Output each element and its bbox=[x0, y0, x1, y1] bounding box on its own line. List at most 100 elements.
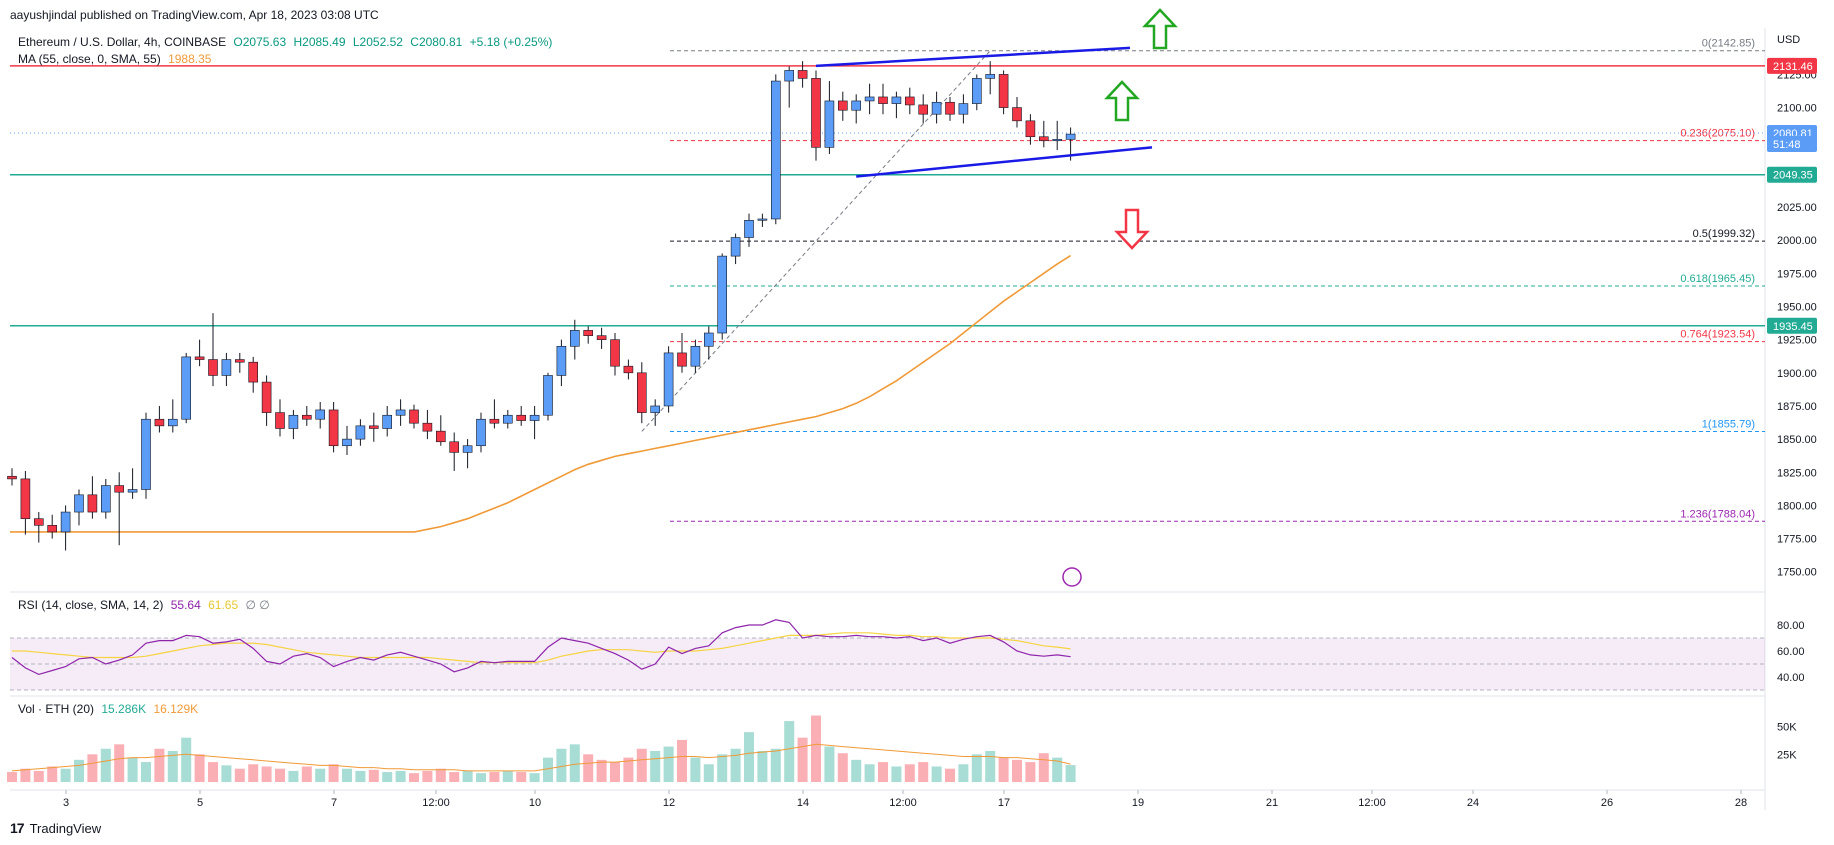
volume-bar bbox=[596, 759, 607, 782]
volume-bar bbox=[529, 773, 540, 782]
volume-bar bbox=[623, 757, 634, 782]
volume-bar bbox=[556, 748, 567, 782]
candle-body bbox=[127, 489, 138, 493]
volume-bar bbox=[811, 715, 821, 782]
volume-bar bbox=[1025, 762, 1036, 782]
rsi-extra: ∅ ∅ bbox=[245, 598, 270, 612]
volume-bar bbox=[382, 772, 393, 782]
candle-body bbox=[623, 365, 634, 374]
candle-body bbox=[181, 356, 191, 420]
volume-legend[interactable]: Vol · ETH (20) 15.286K 16.129K bbox=[18, 702, 202, 716]
candle-body bbox=[985, 74, 996, 79]
price-tick-label: 1925.00 bbox=[1777, 335, 1817, 347]
candle-body bbox=[1065, 133, 1076, 140]
time-tick-label: 7 bbox=[331, 797, 337, 809]
time-tick-label: 14 bbox=[797, 797, 809, 809]
time-tick-label: 12:00 bbox=[889, 797, 917, 809]
volume-bar bbox=[958, 764, 969, 782]
volume-bar bbox=[985, 750, 996, 782]
rsi-legend[interactable]: RSI (14, close, SMA, 14, 2) 55.64 61.65 … bbox=[18, 598, 274, 612]
candle-body bbox=[516, 414, 527, 421]
volume-bar bbox=[1012, 759, 1022, 782]
volume-bar bbox=[328, 764, 339, 782]
candle-body bbox=[435, 430, 446, 443]
candle-body bbox=[1012, 107, 1022, 122]
fib-level-label: 1.236(1788.04) bbox=[1680, 508, 1755, 520]
ohlc-low: L2052.52 bbox=[352, 35, 403, 49]
volume-bar bbox=[945, 768, 955, 782]
up-arrow-icon bbox=[1142, 8, 1178, 50]
candle-body bbox=[837, 100, 848, 111]
candle-body bbox=[7, 475, 17, 480]
volume-bar bbox=[502, 770, 513, 782]
volume-tick-label: 25K bbox=[1777, 749, 1797, 761]
tradingview-brand[interactable]: 17 TradingView bbox=[10, 820, 101, 836]
fib-level-label: 0(2142.85) bbox=[1702, 38, 1755, 50]
volume-bar bbox=[275, 768, 285, 782]
candle-body bbox=[60, 511, 71, 533]
price-tick-label: 1750.00 bbox=[1777, 567, 1817, 579]
candle-body bbox=[945, 101, 955, 115]
candle-body bbox=[315, 409, 326, 420]
candle-body bbox=[556, 345, 567, 376]
candle-body bbox=[931, 101, 942, 115]
rsi-label[interactable]: RSI (14, close, SMA, 14, 2) bbox=[18, 598, 164, 612]
candle-body bbox=[47, 525, 58, 533]
price-tick-label: 2100.00 bbox=[1777, 103, 1817, 115]
publisher-line: aayushjindal published on TradingView.co… bbox=[10, 8, 383, 22]
candle-body bbox=[1025, 120, 1036, 138]
candle-body bbox=[502, 414, 513, 424]
fib-level-label: 0.618(1965.45) bbox=[1680, 273, 1755, 285]
volume-bar bbox=[462, 770, 473, 782]
volume-label[interactable]: Vol · ETH (20) bbox=[18, 702, 95, 716]
candle-body bbox=[288, 414, 299, 429]
candle-body bbox=[1039, 136, 1049, 142]
volume-bar bbox=[315, 768, 326, 782]
candle-body bbox=[489, 418, 500, 424]
symbol-legend[interactable]: Ethereum / U.S. Dollar, 4h, COINBASE O20… bbox=[18, 35, 556, 49]
candle-body bbox=[811, 78, 821, 148]
volume-bar bbox=[891, 766, 902, 782]
volume-bar bbox=[864, 764, 875, 782]
volume-bar bbox=[476, 773, 486, 782]
rsi-tick-label: 40.00 bbox=[1777, 672, 1805, 684]
candle-body bbox=[208, 359, 218, 376]
volume-bar bbox=[744, 732, 754, 782]
volume-bar bbox=[569, 744, 580, 782]
volume-bar bbox=[114, 744, 125, 782]
ohlc-high: H2085.49 bbox=[293, 35, 346, 49]
candle-body bbox=[770, 80, 781, 220]
volume-bar bbox=[7, 772, 17, 782]
ma-label[interactable]: MA (55, close, 0, SMA, 55) bbox=[18, 52, 161, 66]
candle-body bbox=[891, 96, 902, 104]
price-tick-label: 1950.00 bbox=[1777, 302, 1817, 314]
volume-bar bbox=[1065, 765, 1076, 782]
candle-body bbox=[529, 414, 540, 421]
symbol-name[interactable]: Ethereum / U.S. Dollar, 4h, COINBASE bbox=[18, 35, 227, 49]
volume-bar bbox=[543, 757, 553, 782]
candle-body bbox=[114, 485, 124, 493]
candle-body bbox=[824, 100, 835, 148]
price-badge bbox=[1767, 317, 1817, 334]
fib-level-label: 1(1855.79) bbox=[1702, 418, 1755, 430]
volume-bar bbox=[60, 768, 71, 782]
volume-bar bbox=[435, 768, 446, 782]
volume-bar bbox=[757, 750, 768, 782]
price-badge-label: 1935.45 bbox=[1773, 321, 1813, 333]
time-tick-label: 3 bbox=[63, 797, 69, 809]
volume-ma-value: 16.129K bbox=[153, 702, 199, 716]
volume-bar bbox=[248, 764, 259, 782]
candle-body bbox=[569, 330, 580, 347]
volume-bar bbox=[301, 766, 312, 782]
time-tick-label: 12:00 bbox=[422, 797, 450, 809]
volume-bar bbox=[904, 764, 915, 782]
rsi-line bbox=[11, 619, 1071, 676]
candle-body bbox=[74, 494, 84, 513]
volume-bar bbox=[489, 772, 500, 782]
volume-bar bbox=[931, 766, 942, 782]
candle-body bbox=[1052, 139, 1062, 142]
volume-value: 15.286K bbox=[101, 702, 147, 716]
ma-legend[interactable]: MA (55, close, 0, SMA, 55) 1988.35 bbox=[18, 52, 215, 66]
volume-bar bbox=[703, 764, 714, 782]
